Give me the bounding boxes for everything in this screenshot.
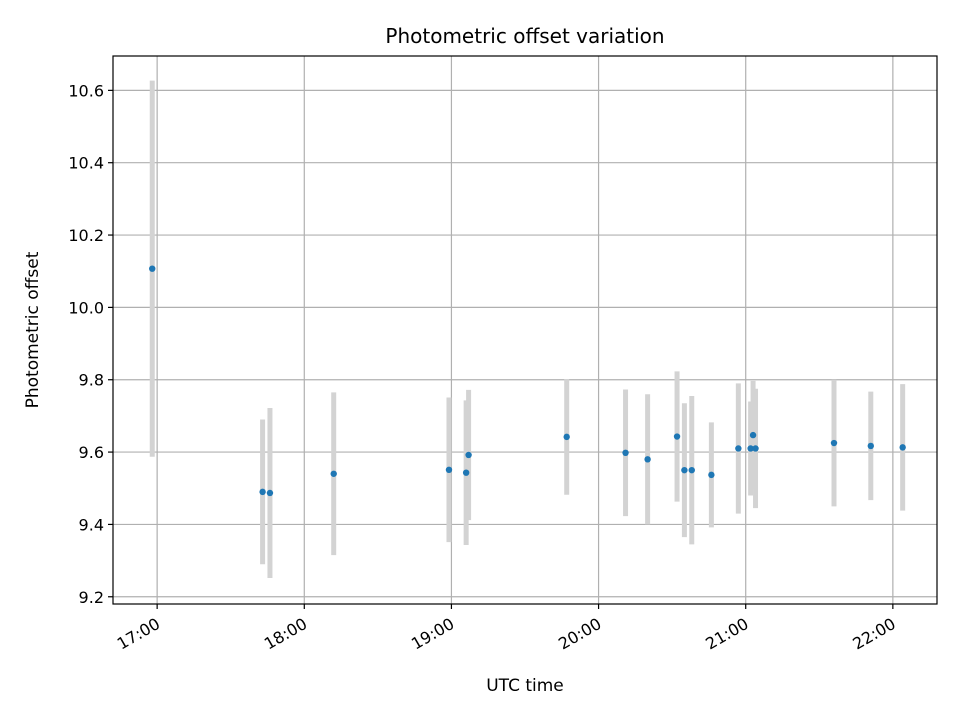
y-axis-label: Photometric offset [23,251,43,408]
y-tick-label: 10.0 [68,298,104,317]
data-point [689,467,695,473]
data-point [735,445,741,451]
y-tick-label: 9.8 [79,371,104,390]
data-point [267,490,273,496]
chart-title: Photometric offset variation [385,24,664,48]
y-tick-label: 10.6 [68,81,104,100]
data-point [622,450,628,456]
data-point [750,432,756,438]
data-point [899,444,905,450]
data-point [563,434,569,440]
data-point [149,265,155,271]
data-point [868,443,874,449]
data-point [644,456,650,462]
data-point [463,469,469,475]
data-point [674,433,680,439]
y-tick-label: 10.4 [68,154,104,173]
y-tick-label: 9.4 [79,515,104,534]
data-point [708,472,714,478]
data-point [331,471,337,477]
data-point [465,452,471,458]
data-point [831,440,837,446]
y-tick-label: 9.2 [79,588,104,607]
data-point [259,489,265,495]
data-point [681,467,687,473]
data-point [446,467,452,473]
x-axis-label: UTC time [486,676,564,696]
y-tick-label: 9.6 [79,443,104,462]
data-point [752,445,758,451]
y-tick-label: 10.2 [68,226,104,245]
